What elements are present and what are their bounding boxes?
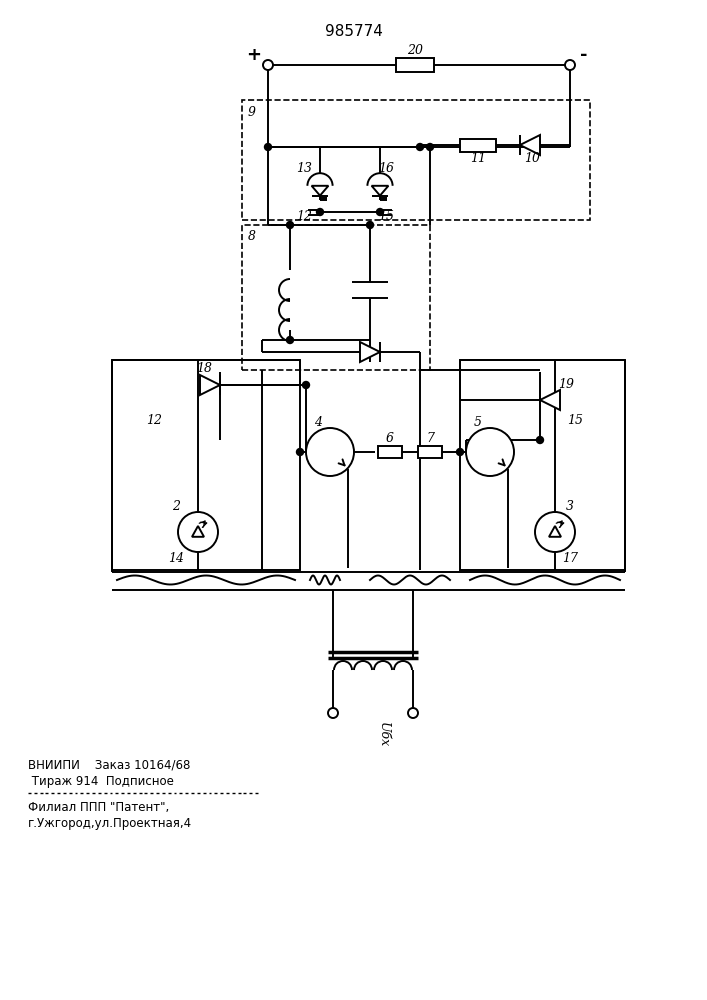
Text: г.Ужгород,ул.Проектная,4: г.Ужгород,ул.Проектная,4: [28, 818, 192, 830]
Polygon shape: [192, 526, 204, 537]
Text: ВНИИПИ    Заказ 10164/68: ВНИИПИ Заказ 10164/68: [28, 758, 190, 772]
Polygon shape: [520, 135, 540, 155]
Bar: [396, 58, 434, 72]
Circle shape: [565, 60, 575, 70]
Polygon shape: [360, 342, 380, 362]
Text: 10: 10: [524, 152, 540, 165]
Circle shape: [466, 428, 514, 476]
Bar: [460, 138, 496, 151]
Circle shape: [264, 143, 271, 150]
Text: 7: 7: [426, 432, 434, 444]
Text: 15: 15: [567, 414, 583, 426]
Bar: [460, 360, 625, 570]
Circle shape: [317, 209, 324, 216]
Text: 3: 3: [566, 499, 574, 512]
Circle shape: [377, 209, 383, 216]
Text: 16: 16: [378, 161, 394, 174]
Text: 15: 15: [378, 210, 394, 223]
Circle shape: [535, 512, 575, 552]
Polygon shape: [540, 390, 560, 410]
Text: Uбх: Uбх: [377, 722, 390, 748]
Circle shape: [328, 708, 338, 718]
Circle shape: [303, 381, 310, 388]
Polygon shape: [549, 526, 561, 537]
Circle shape: [178, 512, 218, 552]
Text: 19: 19: [558, 377, 574, 390]
Circle shape: [457, 448, 464, 456]
Bar: [242, 100, 590, 220]
Bar: [112, 360, 300, 570]
Bar: [418, 446, 442, 458]
Text: 4: 4: [314, 416, 322, 428]
Text: Тираж 914  Подписное: Тираж 914 Подписное: [28, 776, 174, 788]
Circle shape: [286, 222, 293, 229]
Text: 9: 9: [248, 105, 256, 118]
Circle shape: [263, 60, 273, 70]
Text: 20: 20: [407, 44, 423, 57]
Text: 6: 6: [386, 432, 394, 444]
Circle shape: [286, 336, 293, 344]
Text: 2: 2: [172, 499, 180, 512]
Text: 18: 18: [196, 362, 212, 375]
Text: 8: 8: [248, 231, 256, 243]
Polygon shape: [200, 375, 220, 395]
Text: 12: 12: [146, 414, 162, 426]
Circle shape: [537, 436, 544, 444]
Circle shape: [426, 143, 433, 150]
Text: 13: 13: [296, 161, 312, 174]
Text: 14: 14: [168, 552, 184, 564]
Text: -: -: [580, 46, 588, 64]
Bar: [242, 225, 430, 370]
Text: 12: 12: [296, 210, 312, 223]
Polygon shape: [312, 186, 328, 196]
Circle shape: [408, 708, 418, 718]
Bar: [378, 446, 402, 458]
Text: +: +: [247, 46, 262, 64]
Text: Филиал ППП "Патент",: Филиал ППП "Патент",: [28, 800, 169, 814]
Text: 985774: 985774: [325, 24, 383, 39]
Text: 11: 11: [470, 152, 486, 165]
Circle shape: [416, 143, 423, 150]
Polygon shape: [372, 186, 388, 196]
Circle shape: [366, 222, 373, 229]
Circle shape: [306, 428, 354, 476]
Text: 5: 5: [474, 416, 482, 428]
Text: 17: 17: [562, 552, 578, 564]
Circle shape: [296, 448, 303, 456]
